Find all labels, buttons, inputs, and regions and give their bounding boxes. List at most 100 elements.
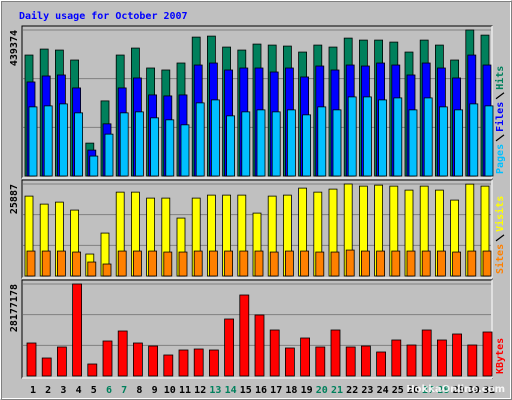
x-tick-label: 19	[301, 385, 313, 396]
bar	[26, 250, 36, 277]
bar	[406, 250, 416, 277]
bar	[210, 99, 220, 177]
bar	[224, 318, 235, 377]
bar	[41, 250, 51, 277]
bar	[436, 339, 447, 377]
bar	[421, 250, 431, 277]
bar	[286, 109, 296, 177]
bar	[59, 103, 68, 177]
x-tick-label: 23	[361, 385, 373, 396]
legend-separator	[495, 134, 505, 142]
bar	[406, 344, 417, 377]
bar	[87, 363, 98, 377]
legend-separator	[495, 234, 505, 242]
bar	[41, 357, 52, 377]
bar	[239, 250, 249, 277]
x-tick-label: 17	[270, 385, 282, 396]
bar	[330, 329, 341, 377]
bar	[391, 339, 402, 377]
x-tick-label: 16	[255, 385, 267, 396]
bar	[391, 250, 401, 277]
x-tick-label: 15	[240, 385, 252, 396]
legend-separator	[495, 92, 505, 100]
bar	[467, 250, 477, 277]
bar	[469, 103, 479, 177]
bar	[360, 345, 371, 377]
x-tick-label: 11	[179, 385, 191, 396]
bar	[454, 109, 464, 177]
bar	[284, 250, 294, 277]
x-tick-label: 18	[285, 385, 297, 396]
x-tick-label: 21	[331, 385, 343, 396]
bar	[300, 250, 310, 277]
bar	[165, 119, 175, 177]
x-tick-label: 30	[468, 385, 480, 396]
bar	[378, 99, 388, 177]
bar	[163, 354, 174, 377]
bar	[423, 97, 433, 177]
bar	[393, 97, 403, 177]
bar	[180, 124, 190, 177]
bar	[57, 250, 66, 277]
bar	[178, 251, 188, 277]
bar	[26, 342, 37, 377]
x-tick-label: 9	[152, 385, 158, 396]
x-tick-label: 14	[225, 385, 237, 396]
x-tick-label: 31	[483, 385, 495, 396]
x-tick-label: 5	[91, 385, 97, 396]
bar	[452, 251, 462, 277]
x-tick-label: 1	[30, 385, 36, 396]
bar	[178, 349, 189, 377]
x-tick-label: 20	[316, 385, 328, 396]
y-tick-label: 28177178	[9, 284, 20, 332]
bar	[134, 111, 144, 177]
bar	[269, 329, 280, 377]
bar	[43, 105, 53, 177]
legend-entry: Sites	[494, 244, 506, 274]
bar	[241, 111, 251, 177]
bar	[482, 250, 492, 277]
bar	[254, 250, 264, 277]
x-tick-label: 8	[136, 385, 142, 396]
bar	[482, 331, 493, 377]
bar	[132, 342, 143, 377]
bar	[57, 346, 67, 377]
x-tick-label: 3	[60, 385, 66, 396]
bar	[345, 249, 355, 277]
bar	[74, 112, 83, 177]
legend-entry: Visits	[494, 196, 506, 232]
x-tick-label: 13	[209, 385, 221, 396]
bar	[239, 294, 250, 377]
bar	[332, 109, 342, 177]
bar	[28, 106, 38, 177]
x-tick-label: 7	[121, 385, 127, 396]
legend-entry: Files	[494, 102, 506, 132]
x-tick-label: 10	[164, 385, 176, 396]
x-tick-label: 4	[76, 385, 82, 396]
bar	[117, 330, 128, 377]
bar	[408, 109, 418, 177]
bar	[193, 348, 204, 377]
bar	[102, 340, 113, 377]
bar	[254, 314, 265, 377]
x-tick-label: 6	[106, 385, 112, 396]
bar	[226, 115, 236, 177]
y-tick-label: 439374	[9, 30, 20, 66]
bar	[132, 250, 142, 277]
x-tick-label: 24	[377, 385, 389, 396]
bar	[104, 133, 114, 177]
bar	[117, 250, 127, 277]
x-tick-label: 28	[437, 385, 449, 396]
bar	[302, 114, 312, 177]
watermark: HokkaOnline.com	[406, 384, 505, 395]
bar	[484, 105, 494, 177]
bar	[360, 250, 370, 277]
bar	[317, 106, 327, 177]
bar	[208, 250, 218, 277]
bar	[284, 347, 295, 377]
bar	[362, 96, 372, 177]
x-tick-label: 29	[453, 385, 465, 396]
legend-entry: Hits	[494, 66, 506, 90]
bar	[376, 250, 386, 277]
